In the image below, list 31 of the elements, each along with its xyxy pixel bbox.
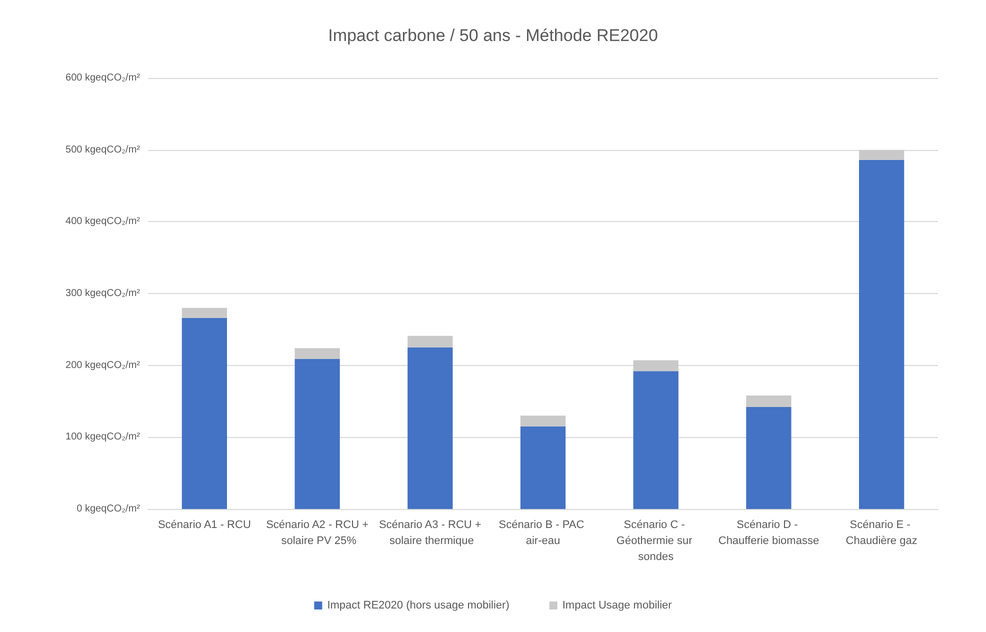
x-tick-label: Scénario A2 - RCU + solaire PV 25% [266,519,368,547]
y-tick-label: 600 kgeqCO₂/m² [66,72,141,84]
y-tick-label: 0 kgeqCO₂/m² [76,504,141,514]
x-tick-label: Scénario A3 - RCU + solaire thermique [378,519,482,547]
x-tick-label: Scénario D - Chaufferie biomasse [718,519,820,547]
bar [859,160,904,509]
x-tick-label: Scénario C - Géothermie sur sondes [616,519,696,563]
bar [859,150,904,160]
bar [182,318,227,509]
y-tick-label: 500 kgeqCO₂/m² [66,144,141,156]
bar [408,336,453,348]
bar [182,308,227,318]
bar [633,360,678,372]
bar [294,358,340,509]
bar [294,348,340,359]
legend-label: Impact Usage mobilier [562,600,672,612]
bar [746,406,792,509]
chart-title: Impact carbone / 50 ans - Méthode RE2020 [328,26,658,45]
x-tick-label: Scénario A1 - RCU [158,519,251,531]
bar [408,347,453,509]
legend-label: Impact RE2020 (hors usage mobilier) [327,600,510,612]
y-tick-label: 200 kgeqCO₂/m² [66,360,141,371]
y-tick-label: 400 kgeqCO₂/m² [66,216,141,228]
bar [633,371,678,509]
y-tick-label: 100 kgeqCO₂/m² [66,432,141,443]
x-tick-label: Scénario E - Chaudière gaz [846,519,918,547]
y-tick-label: 300 kgeqCO₂/m² [66,288,141,299]
bar [520,426,566,509]
x-tick-label: Scénario B - PAC air-eau [498,519,588,547]
bar [746,396,792,407]
bar [520,416,566,426]
